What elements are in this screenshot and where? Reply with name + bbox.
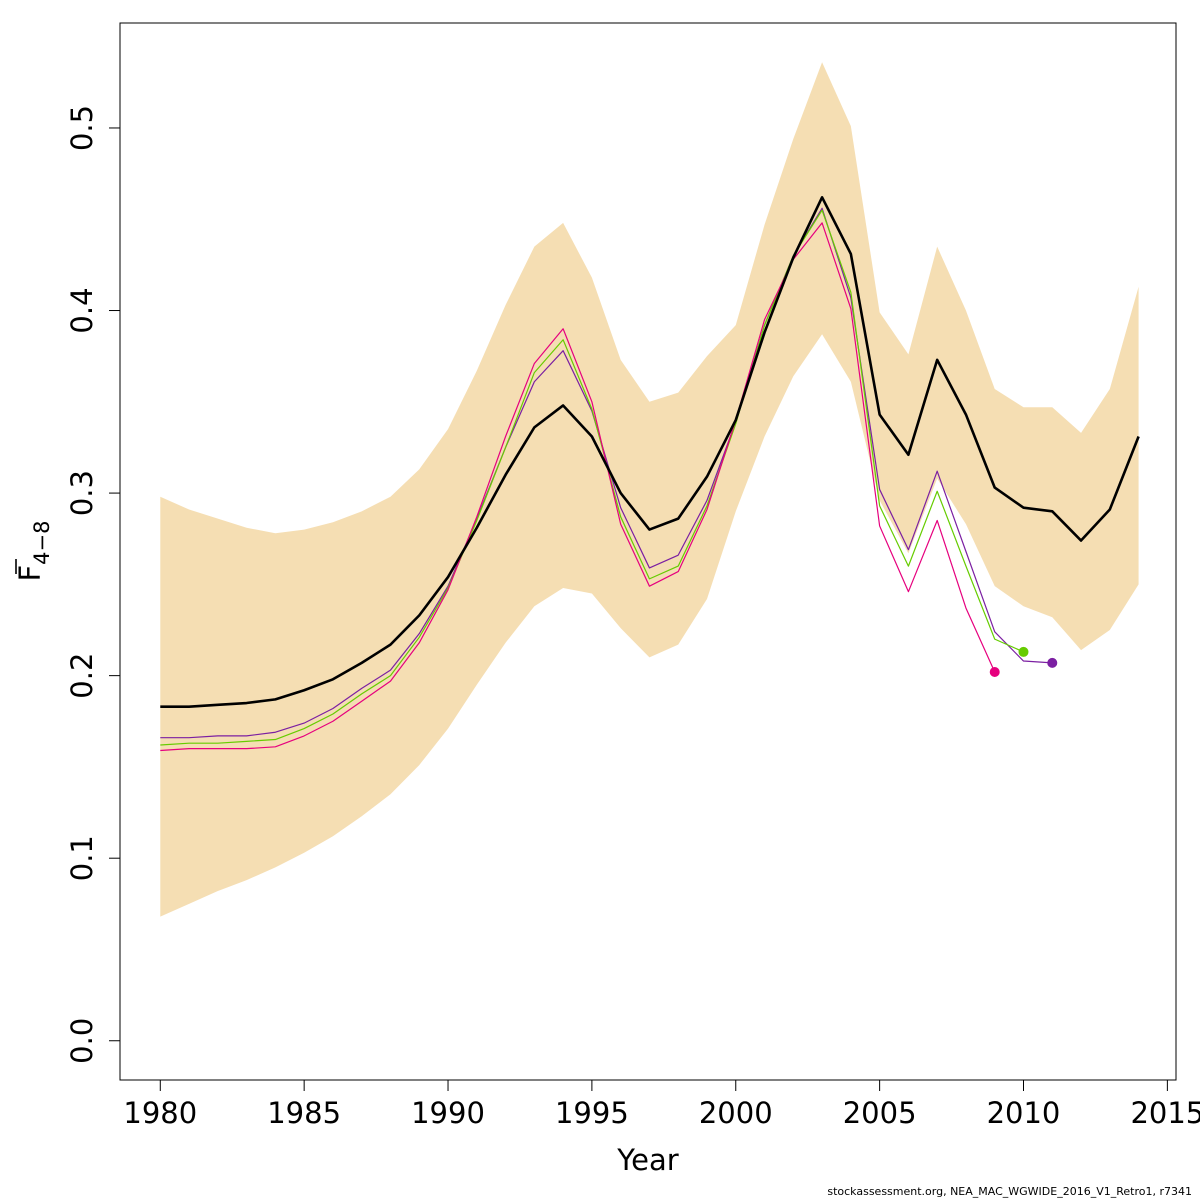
x-tick-label: 1980	[123, 1096, 197, 1130]
y-tick-label: 0.0	[65, 1018, 99, 1064]
x-tick-label: 2015	[1130, 1096, 1200, 1130]
x-tick-label: 1995	[555, 1096, 629, 1130]
x-tick-label: 2000	[699, 1096, 773, 1130]
x-tick-label: 2010	[987, 1096, 1061, 1130]
y-axis-title-main: F	[13, 565, 47, 582]
y-tick-label: 0.3	[65, 470, 99, 516]
y-tick-label: 0.1	[65, 835, 99, 881]
series-end-point-2	[1047, 657, 1058, 668]
confidence-band	[160, 62, 1139, 917]
marker-layer	[989, 646, 1058, 677]
y-axis-title: F4−8	[13, 520, 54, 581]
footer-credit: stockassessment.org, NEA_MAC_WGWIDE_2016…	[827, 1185, 1192, 1198]
x-tick-label: 2005	[843, 1096, 917, 1130]
x-axis-title: Year	[616, 1143, 678, 1177]
y-tick-label: 0.4	[65, 287, 99, 333]
confidence-band-layer	[160, 62, 1139, 917]
series-line-4	[160, 222, 996, 752]
series-line-2	[160, 207, 1053, 739]
y-axis: 0.0 0.1 0.2 0.3 0.4 0.5	[65, 105, 121, 1064]
series-end-point-3	[1018, 646, 1029, 657]
x-tick-label: 1985	[267, 1096, 341, 1130]
x-axis: 1980 1985 1990 1995 2000 2005 2010 2015	[123, 1079, 1200, 1130]
series-line-3	[160, 209, 1024, 746]
y-tick-label: 0.5	[65, 105, 99, 151]
y-axis-title-subscript: 4−8	[30, 520, 54, 564]
series-end-point-4	[989, 666, 1000, 677]
y-tick-label: 0.2	[65, 653, 99, 699]
series-layer	[160, 196, 1140, 752]
x-tick-label: 1990	[411, 1096, 485, 1130]
svg-text:F4−8: F4−8	[13, 520, 54, 581]
series-line-1	[160, 196, 1140, 708]
